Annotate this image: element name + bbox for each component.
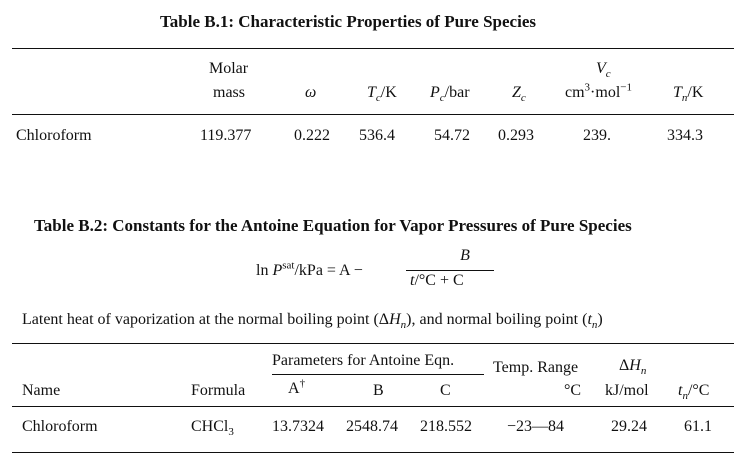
t1-header-zc: Zc	[512, 84, 526, 105]
t2-row-dh: 29.24	[611, 418, 647, 435]
t1-row-name: Chloroform	[16, 127, 92, 144]
t2-header-name: Name	[22, 382, 61, 399]
table2-top-rule	[12, 343, 734, 344]
t2-row-tn: 61.1	[684, 418, 712, 435]
t2-header-tn: tn/°C	[678, 382, 710, 403]
table1-top-rule	[12, 48, 734, 49]
t2-header-b: B	[373, 382, 384, 399]
t2-header-c: C	[440, 382, 451, 399]
t2-row-name: Chloroform	[22, 418, 98, 435]
t1-header-tn: Tn/K	[673, 84, 704, 105]
t2-header-formula: Formula	[191, 382, 246, 399]
t1-row-vc: 239.	[583, 127, 611, 144]
t2-row-b: 2548.74	[346, 418, 398, 435]
table2-title: Table B.2: Constants for the Antoine Equ…	[34, 216, 632, 235]
antoine-fraction-bar	[406, 270, 494, 271]
t1-header-tc: Tc/K	[367, 84, 397, 105]
t1-header-pc: Pc/bar	[430, 84, 470, 105]
t1-header-omega: ω	[305, 84, 317, 101]
t1-row-tn: 334.3	[667, 127, 703, 144]
antoine-denominator: t/°C + C	[410, 272, 464, 289]
latent-heat-caption: Latent heat of vaporization at the norma…	[22, 311, 603, 332]
t2-row-formula: CHCl3	[191, 418, 234, 439]
t2-header-a: A†	[288, 377, 306, 397]
t2-row-temp-range: −23—84	[507, 418, 565, 435]
t1-row-pc: 54.72	[434, 127, 470, 144]
t2-header-params-group: Parameters for Antoine Eqn.	[272, 352, 455, 369]
table2-header-rule	[12, 406, 734, 407]
t1-header-mass: mass	[213, 84, 245, 101]
table2-bottom-rule	[12, 452, 734, 453]
t2-row-c: 218.552	[420, 418, 472, 435]
t1-header-vc: Vc	[596, 60, 611, 81]
t1-header-molar: Molar	[209, 60, 249, 77]
t2-header-temp-range: Temp. Range	[493, 359, 579, 376]
t2-header-dh-unit: kJ/mol	[605, 382, 649, 399]
t2-header-dh: ΔHn	[619, 357, 647, 378]
table1-header-rule	[12, 114, 734, 115]
t1-row-omega: 0.222	[294, 127, 330, 144]
t2-params-underline	[272, 374, 484, 375]
t2-header-temp-unit: °C	[564, 382, 582, 399]
t2-row-a: 13.7324	[272, 418, 324, 435]
t1-header-vc-unit: cm3·mol−1	[565, 81, 632, 101]
t1-row-molar-mass: 119.377	[200, 127, 252, 144]
t1-row-zc: 0.293	[498, 127, 534, 144]
antoine-equation-lhs: ln Psat/kPa = A −	[256, 259, 363, 279]
t1-row-tc: 536.4	[359, 127, 395, 144]
antoine-numerator: B	[460, 247, 470, 264]
table1-title: Table B.1: Characteristic Properties of …	[160, 12, 536, 31]
